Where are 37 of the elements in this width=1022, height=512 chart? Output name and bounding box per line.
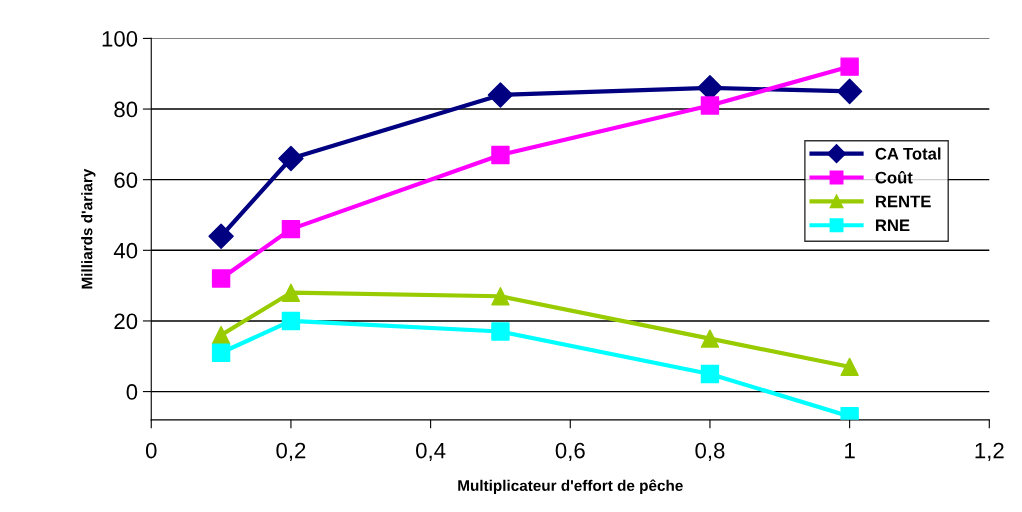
point [211, 325, 231, 345]
point [491, 145, 510, 165]
x-tick-label: 0 [145, 442, 157, 459]
x-tick-label: 0,6 [555, 442, 585, 462]
y-axis-title: Milliards d'ariary [81, 168, 96, 289]
legend-label: CA Total [875, 147, 941, 160]
point [700, 364, 720, 384]
point [281, 283, 301, 302]
point [836, 78, 863, 105]
point [281, 311, 301, 331]
legend-label: Coût [875, 170, 913, 184]
x-tick-label: 0,8 [695, 442, 725, 462]
point [700, 96, 720, 115]
point [700, 329, 720, 348]
point [281, 219, 301, 239]
x-tick-label: 1 [845, 442, 855, 459]
point [840, 57, 859, 76]
point [491, 287, 510, 306]
x-tick-label: 1,2 [975, 442, 1004, 462]
point [211, 269, 231, 288]
y-tick-label: 60 [114, 172, 138, 188]
y-tick-label: 40 [113, 242, 138, 259]
x-tick-label: 0,4 [416, 442, 446, 462]
point [840, 357, 859, 377]
x-axis-title: Multiplicateur d'effort de pêche [458, 479, 683, 495]
point [278, 145, 304, 172]
point [487, 82, 514, 108]
y-tick-label: 80 [114, 101, 138, 118]
x-tick-label: 0,2 [276, 442, 306, 462]
point [211, 343, 231, 362]
legend-label: RNE [875, 219, 910, 232]
point [491, 322, 510, 341]
y-tick-label: 20 [114, 313, 138, 330]
legend-label: RENTE [875, 195, 931, 208]
y-tick-label: 0 [126, 384, 138, 400]
point [208, 223, 234, 249]
y-tick-label: 100 [102, 30, 138, 47]
